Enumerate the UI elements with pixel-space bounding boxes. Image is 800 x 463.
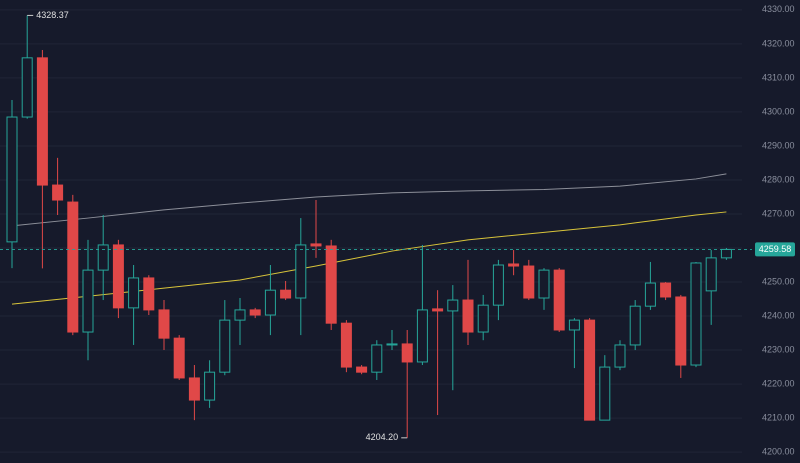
y-tick-label: 4300.00	[762, 106, 795, 116]
candle-body	[97, 244, 109, 271]
candle-body	[614, 344, 626, 368]
y-tick-label: 4210.00	[762, 412, 795, 422]
candle-body	[67, 201, 79, 333]
high-label: 4328.37	[36, 10, 69, 20]
last-price-tag	[755, 242, 795, 257]
candle-body	[356, 366, 368, 373]
y-tick-label: 4230.00	[762, 344, 795, 354]
candle-body	[188, 377, 200, 401]
candle-body	[325, 245, 337, 324]
candle-body	[143, 277, 155, 311]
y-tick-label: 4280.00	[762, 174, 795, 184]
moving-average-line	[11, 173, 727, 227]
y-tick-label: 4310.00	[762, 72, 795, 82]
candle-body	[416, 309, 428, 363]
candle-body	[644, 282, 656, 307]
y-tick-label: 4200.00	[762, 446, 795, 456]
y-tick-label: 4220.00	[762, 378, 795, 388]
candle-body	[52, 184, 64, 201]
candle-body	[204, 371, 216, 401]
candle-body	[447, 299, 459, 312]
low-label: 4204.20	[366, 432, 399, 442]
candle-body	[584, 319, 596, 421]
candle-body	[462, 299, 474, 333]
candle-body	[720, 248, 732, 259]
candle-body	[173, 337, 185, 379]
candle-body	[234, 309, 246, 321]
y-tick-label: 4290.00	[762, 140, 795, 150]
y-tick-label: 4320.00	[762, 38, 795, 48]
candle-body	[112, 244, 124, 309]
candle-body	[264, 289, 276, 316]
candle-body	[492, 264, 504, 306]
y-tick-label: 4330.00	[762, 4, 795, 14]
candle-body	[386, 343, 398, 346]
candle-body	[36, 57, 48, 186]
candle-body	[6, 116, 18, 243]
candle-body	[553, 269, 565, 331]
candle-body	[371, 344, 383, 373]
y-tick-label: 4270.00	[762, 208, 795, 218]
candle-body	[340, 322, 352, 368]
candle-body	[508, 263, 520, 267]
candle-body	[629, 305, 641, 346]
candle-body	[219, 319, 231, 373]
candle-body	[21, 57, 33, 118]
candle-body	[82, 269, 94, 333]
candle-body	[675, 296, 687, 366]
last-price-label: 4259.58	[759, 244, 792, 254]
candle-body	[705, 257, 717, 292]
candle-body	[310, 243, 322, 247]
candle-body	[538, 269, 550, 299]
candle-body	[523, 265, 535, 299]
y-tick-label: 4240.00	[762, 310, 795, 320]
candle-body	[158, 309, 170, 339]
candle-body	[128, 277, 140, 309]
candle-body	[249, 309, 261, 316]
candle-body	[599, 366, 611, 421]
y-tick-label: 4250.00	[762, 276, 795, 286]
candle-body	[690, 262, 702, 366]
candle-body	[568, 319, 580, 331]
candle-body	[280, 289, 292, 299]
candle-body	[660, 282, 672, 298]
candle-body	[295, 244, 307, 299]
candle-body	[401, 343, 413, 363]
candle-body	[432, 308, 444, 312]
candle-body	[477, 304, 489, 333]
